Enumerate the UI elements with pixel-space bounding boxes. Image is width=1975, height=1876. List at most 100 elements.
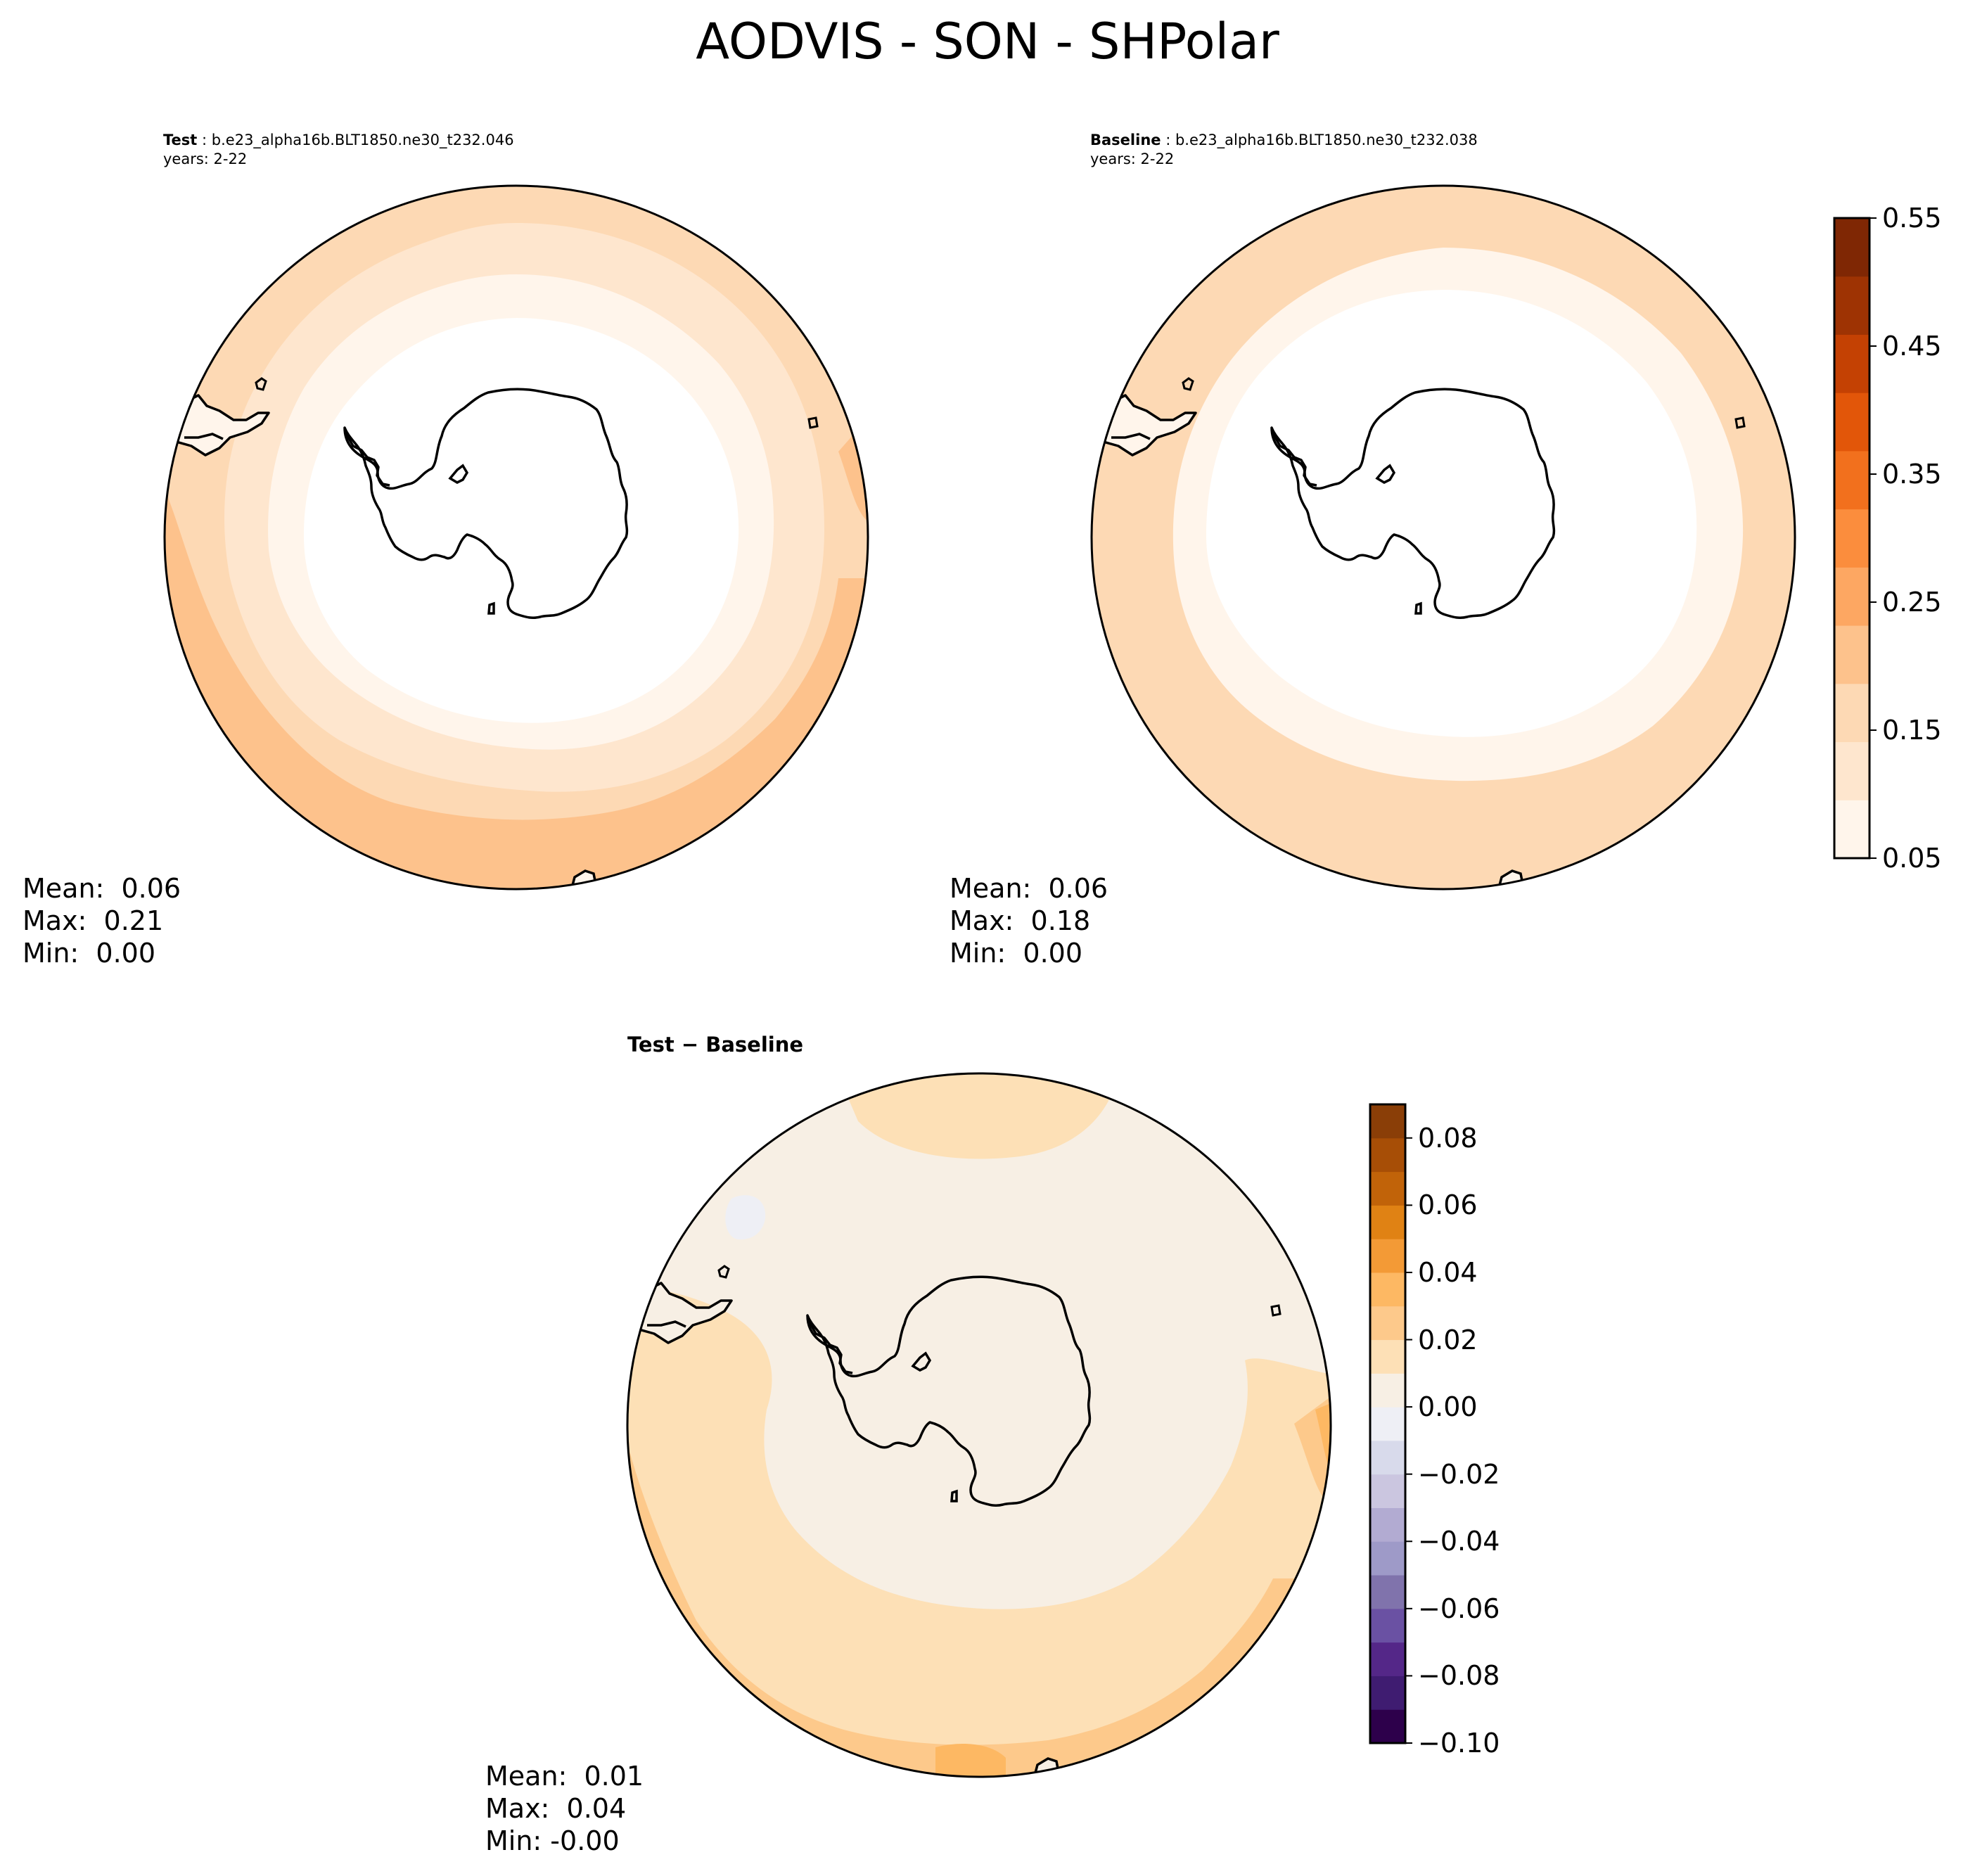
test-ice-shelf-2 [487, 601, 495, 615]
test-case-name: b.e23_alpha16b.BLT1850.ne30_t232.046 [211, 132, 514, 148]
diff-colorbar-segment [1370, 1440, 1405, 1475]
main-colorbar-segment [1834, 218, 1869, 277]
diff-colorbar-segment [1370, 1205, 1405, 1239]
main-colorbar-tick-label: 0.55 [1882, 203, 1942, 234]
diff-island-east [1270, 1304, 1281, 1317]
diff-stats: Mean: 0.01 Max: 0.04 Min: -0.00 [485, 1760, 644, 1857]
main-colorbar-border [1833, 217, 1871, 860]
baseline-antarctica [1270, 388, 1556, 619]
test-island-east [807, 416, 819, 429]
test-antarctica [343, 388, 629, 619]
baseline-max: Max: 0.18 [950, 905, 1091, 936]
main-colorbar-tick-label: 0.25 [1882, 587, 1942, 618]
baseline-panel-title: Baseline : b.e23_alpha16b.BLT1850.ne30_t… [1090, 131, 1478, 169]
diff-colorbar-segment [1370, 1709, 1405, 1744]
baseline-island-east [1734, 416, 1746, 429]
diff-colorbar [1369, 1103, 1412, 1744]
test-band-strong [165, 487, 868, 889]
main-colorbar-tick-label: 0.15 [1882, 715, 1942, 746]
test-panel-title: Test : b.e23_alpha16b.BLT1850.ne30_t232.… [163, 131, 514, 169]
main-colorbar-tick-label: 0.35 [1882, 459, 1942, 490]
test-ice-shelf-1 [448, 464, 469, 484]
main-colorbar-segment [1834, 393, 1869, 452]
baseline-case-name: b.e23_alpha16b.BLT1850.ne30_t232.038 [1175, 132, 1478, 148]
test-band-white [304, 318, 739, 723]
diff-colorbar-segment [1370, 1339, 1405, 1374]
baseline-mean: Mean: 0.06 [950, 873, 1108, 904]
figure-title: AODVIS - SON - SHPolar [696, 13, 1279, 70]
baseline-years: years: 2-22 [1090, 151, 1175, 167]
baseline-label: Baseline [1090, 132, 1161, 148]
diff-negative-patch [725, 1195, 766, 1240]
test-south-america-detail [184, 433, 224, 440]
diff-colorbar-segment [1370, 1171, 1405, 1206]
diff-mean: Mean: 0.01 [485, 1761, 644, 1792]
diff-colorbar-tick-label: 0.02 [1418, 1324, 1478, 1355]
diff-colorbar-segment [1370, 1104, 1405, 1139]
baseline-min: Min: 0.00 [950, 938, 1082, 969]
baseline-map-boundary [1090, 184, 1796, 891]
test-map-boundary [163, 184, 869, 891]
baseline-south-america [1092, 394, 1197, 457]
main-colorbar-tick-label: 0.45 [1882, 331, 1942, 362]
diff-label-op: − [674, 1033, 706, 1057]
diff-min: Min: -0.00 [485, 1825, 620, 1856]
main-colorbar-segment [1834, 450, 1869, 510]
diff-falklands [717, 1265, 730, 1279]
main-colorbar-segment [1834, 683, 1869, 743]
test-antarctic-peninsula [343, 427, 390, 487]
main-colorbar [1833, 217, 1877, 860]
main-colorbar-tick-label: 0.05 [1882, 843, 1942, 874]
test-south-america [165, 394, 270, 457]
diff-label-baseline: Baseline [705, 1033, 804, 1057]
diff-colorbar-segment [1370, 1373, 1405, 1408]
diff-colorbar-segment [1370, 1676, 1405, 1710]
diff-colorbar-segment [1370, 1507, 1405, 1542]
diff-polar-map [626, 1072, 1332, 1778]
baseline-falklands [1182, 377, 1194, 391]
diff-colorbar-tick-label: −0.04 [1418, 1526, 1500, 1557]
diff-antarctica [806, 1275, 1092, 1507]
diff-max: Max: 0.04 [485, 1793, 627, 1824]
baseline-south-america-detail [1111, 433, 1151, 440]
diff-colorbar-segment [1370, 1272, 1405, 1307]
diff-colorbar-tick-label: −0.02 [1418, 1458, 1500, 1490]
diff-colorbar-tick-label: −0.08 [1418, 1660, 1500, 1692]
diff-colorbar-segment [1370, 1407, 1405, 1441]
main-colorbar-segment [1834, 741, 1869, 800]
main-colorbar-segment [1834, 567, 1869, 626]
baseline-antarctic-peninsula [1270, 427, 1317, 487]
diff-colorbar-tick-label: −0.06 [1418, 1593, 1500, 1624]
diff-map-boundary [626, 1072, 1332, 1778]
diff-colorbar-segment [1370, 1137, 1405, 1173]
main-colorbar-segment [1834, 625, 1869, 684]
main-colorbar-segment [1834, 334, 1869, 393]
diff-colorbar-tick-label: 0.08 [1418, 1122, 1478, 1154]
diff-colorbar-segment [1370, 1575, 1405, 1609]
test-mean: Mean: 0.06 [23, 873, 181, 904]
diff-ice-shelf-1 [911, 1351, 932, 1372]
baseline-separator: : [1165, 132, 1171, 148]
test-label: Test [163, 132, 198, 148]
baseline-ice-shelf-1 [1375, 464, 1396, 484]
diff-panel-title: Test − Baseline [627, 1033, 803, 1057]
diff-colorbar-segment [1370, 1541, 1405, 1576]
test-stats: Mean: 0.06 Max: 0.21 Min: 0.00 [23, 872, 181, 969]
baseline-polar-map [1090, 184, 1796, 891]
diff-band-warm [627, 1283, 1331, 1777]
test-max: Max: 0.21 [23, 905, 164, 936]
diff-ice-shelf-2 [950, 1489, 958, 1502]
test-min: Min: 0.00 [23, 938, 155, 969]
diff-colorbar-tick-label: 0.06 [1418, 1189, 1478, 1221]
diff-band-peak-right [1315, 1403, 1331, 1473]
main-colorbar-segment [1834, 509, 1869, 568]
diff-colorbar-tick-label: 0.00 [1418, 1391, 1478, 1423]
main-colorbar-segment [1834, 276, 1869, 335]
diff-colorbar-tick-label: −0.10 [1418, 1728, 1500, 1759]
test-polar-map [163, 184, 869, 891]
diff-colorbar-segment [1370, 1642, 1405, 1676]
diff-label-test: Test [627, 1033, 675, 1057]
diff-colorbar-tick-label: 0.04 [1418, 1256, 1478, 1288]
test-separator: : [202, 132, 207, 148]
diff-colorbar-segment [1370, 1306, 1405, 1341]
